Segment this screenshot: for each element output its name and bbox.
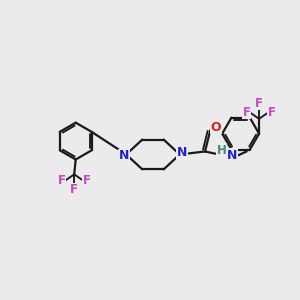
Text: F: F bbox=[70, 183, 78, 196]
Text: F: F bbox=[58, 174, 66, 188]
Text: F: F bbox=[83, 174, 91, 188]
Text: F: F bbox=[243, 106, 250, 119]
Text: N: N bbox=[226, 149, 237, 162]
Text: F: F bbox=[268, 106, 276, 119]
Text: N: N bbox=[119, 149, 129, 162]
Text: H: H bbox=[217, 144, 227, 157]
Text: N: N bbox=[177, 146, 187, 160]
Text: F: F bbox=[255, 97, 263, 110]
Text: O: O bbox=[210, 121, 221, 134]
